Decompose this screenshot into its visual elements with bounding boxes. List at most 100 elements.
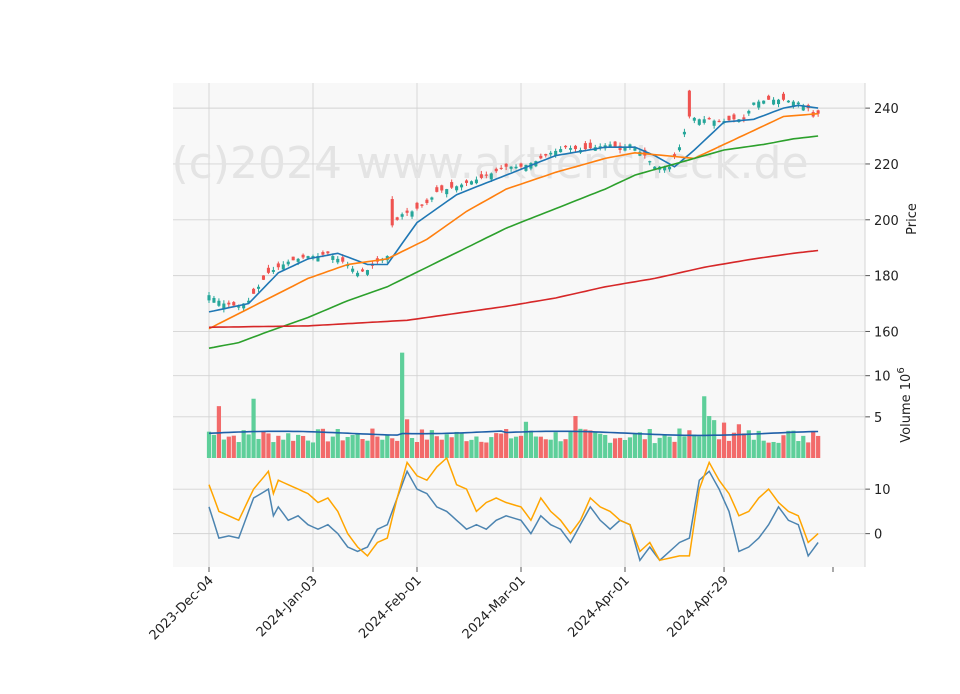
x-tick-label: 2024-Mar-01 (460, 573, 529, 642)
candle-body (291, 256, 295, 261)
volume-bar (385, 435, 390, 458)
candle-body (544, 153, 548, 156)
candle-body (633, 148, 637, 151)
volume-bar (434, 436, 439, 458)
candle (786, 100, 790, 103)
candle-body (365, 270, 370, 275)
candle (291, 256, 295, 261)
candle-body (252, 288, 256, 294)
candle-body (420, 204, 424, 206)
candle (727, 115, 731, 121)
volume-bar (558, 441, 563, 458)
candle (217, 298, 221, 307)
candle-body (469, 181, 474, 185)
volume-bar (617, 437, 623, 458)
volume-bar (469, 439, 474, 458)
candle (583, 141, 587, 152)
candle-body (568, 148, 573, 150)
candle-body (504, 163, 508, 167)
volume-bar (216, 406, 222, 458)
volume-bar (474, 436, 479, 458)
candle (539, 153, 543, 160)
volume-bar (315, 429, 321, 458)
candle-body (484, 174, 488, 176)
y-tick-label: 5 (874, 411, 882, 426)
candle (682, 128, 686, 138)
x-tick-label: 2024-Apr-01 (565, 573, 632, 640)
volume-bar (286, 433, 291, 458)
volume-bar (786, 430, 791, 458)
volume-bar (335, 429, 340, 458)
candle (479, 170, 483, 180)
volume-bar (687, 430, 692, 458)
candle (559, 146, 563, 153)
candle (400, 212, 404, 220)
candle-body (554, 150, 558, 156)
candle-body (247, 300, 251, 303)
volume-bar (622, 439, 628, 458)
volume-bar (598, 433, 603, 458)
volume-bar (310, 442, 316, 458)
candle (455, 185, 459, 193)
price-axis-label: Price (905, 203, 920, 235)
candle (460, 183, 464, 191)
candle-body (677, 147, 682, 151)
candle-body (306, 256, 310, 259)
candle (469, 180, 474, 185)
candle-body (697, 119, 701, 125)
candle-body (514, 166, 518, 169)
volume-bar (424, 439, 430, 458)
volume-bar (573, 416, 578, 458)
candle (514, 164, 518, 170)
oscillator-line-1 (208, 469, 819, 562)
candle-body (732, 114, 736, 120)
candle-body (405, 210, 409, 213)
volume-bar (771, 441, 776, 458)
candle-body (757, 101, 761, 108)
candle-body (455, 186, 459, 191)
volume-bar (296, 434, 301, 458)
volume-bar (444, 434, 449, 458)
candle (445, 188, 449, 198)
volume-bar (796, 441, 801, 458)
candle-body (643, 149, 647, 156)
volume-bar (731, 432, 737, 458)
volume-bar (419, 429, 425, 458)
volume-bar (667, 436, 672, 458)
volume-bar (543, 439, 548, 458)
volume-bar (241, 430, 246, 458)
y-tick-label: 180 (874, 270, 899, 285)
candle-body (539, 155, 543, 159)
candle-body (682, 131, 686, 135)
volume-bar (454, 431, 459, 458)
candle (697, 118, 701, 126)
candle-body (474, 179, 478, 184)
volume-bar (508, 438, 514, 458)
volume-bar (226, 436, 231, 458)
volume-bar (305, 440, 311, 458)
volume-bar (627, 437, 633, 458)
candle-body (276, 263, 280, 268)
candle (776, 98, 781, 108)
candle-body (687, 90, 691, 117)
candle (271, 266, 275, 274)
candle (801, 103, 805, 112)
candle-body (776, 99, 781, 105)
candle (425, 198, 429, 206)
candle (395, 216, 399, 221)
candle (717, 119, 721, 123)
volume-bar (300, 435, 306, 458)
volume-bar (266, 433, 271, 458)
candle (256, 284, 261, 293)
candle-body (583, 143, 587, 150)
candle (509, 166, 513, 172)
volume-bar (642, 439, 647, 458)
candle-body (430, 197, 434, 200)
candle (405, 207, 409, 216)
volume-bar (766, 442, 771, 458)
candle (747, 109, 751, 116)
candle-body (271, 270, 275, 272)
candle-body (727, 115, 731, 121)
candle-body (296, 258, 300, 262)
candle (464, 179, 469, 186)
